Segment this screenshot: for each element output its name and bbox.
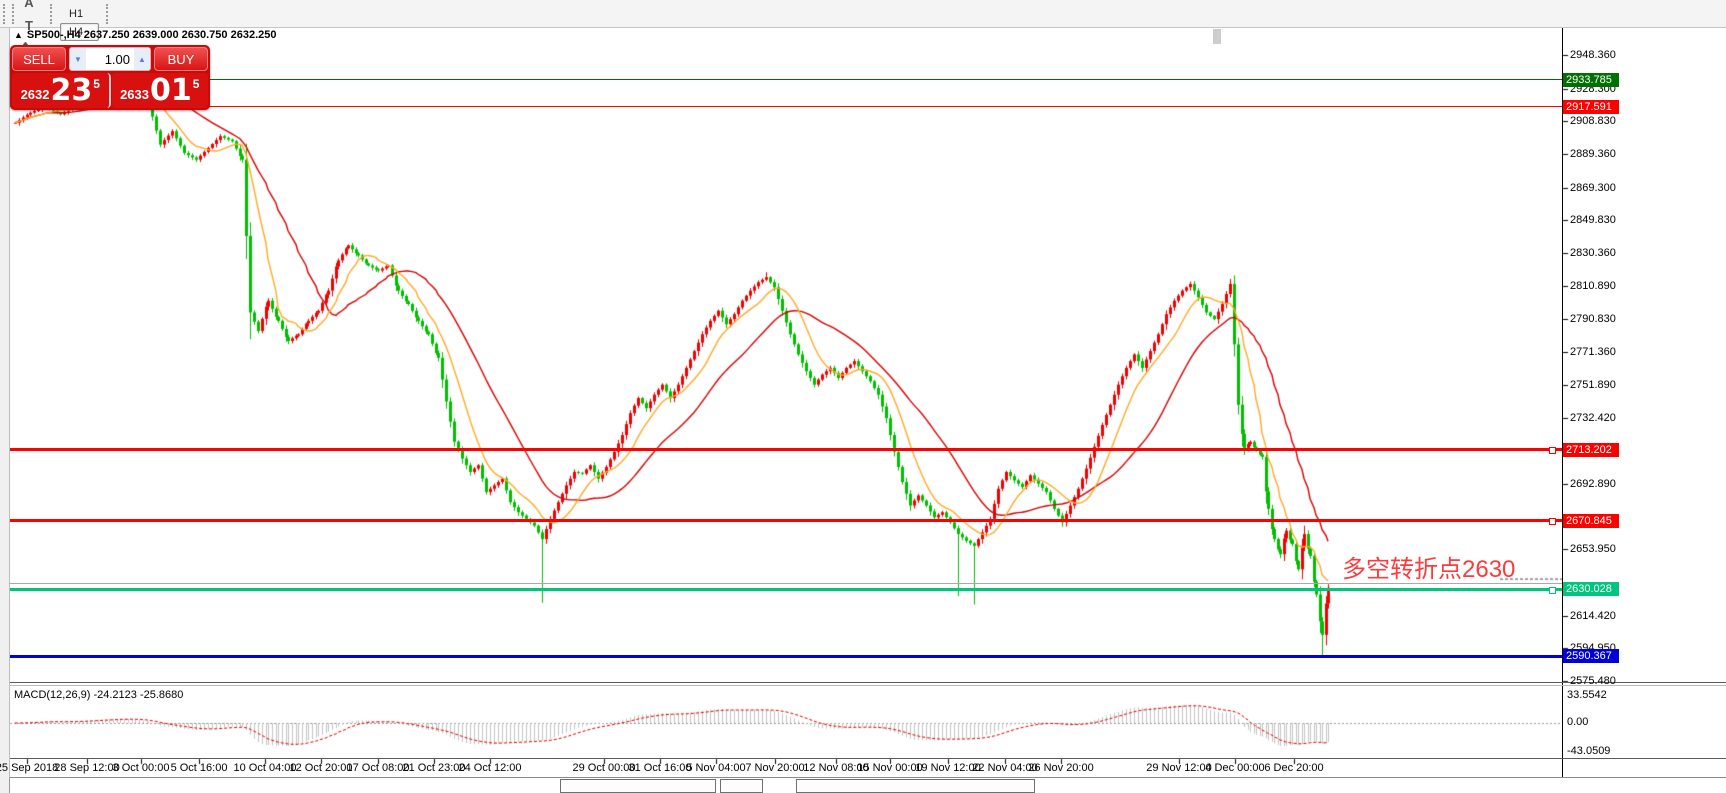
support-line-2670-price-badge: 2670.845 bbox=[1563, 513, 1619, 528]
resistance-line-2713[interactable] bbox=[10, 448, 1562, 452]
chart-info-line: ▲ SP500-,H4 2637.250 2639.000 2630.750 26… bbox=[14, 29, 276, 41]
support-line-2590-price-badge: 2590.367 bbox=[1563, 649, 1619, 663]
sell-price-prefix: 2632 bbox=[20, 87, 50, 102]
support-line-2670[interactable] bbox=[10, 519, 1562, 523]
time-axis-label: 28 Sep 12:00 bbox=[54, 762, 120, 774]
price-axis-label: 2908.830 bbox=[1570, 115, 1616, 128]
buy-button[interactable]: BUY bbox=[154, 47, 208, 71]
time-axis-label: 17 Oct 08:00 bbox=[346, 762, 410, 774]
buy-price-sup: 5 bbox=[192, 77, 200, 91]
time-axis-label: 3 Oct 00:00 bbox=[112, 762, 170, 774]
bottom-tab-1[interactable] bbox=[560, 779, 716, 793]
price-axis-label: 2771.360 bbox=[1570, 346, 1616, 359]
price-axis-label: 2653.950 bbox=[1570, 543, 1616, 556]
scrollbar-thumb[interactable] bbox=[1213, 29, 1221, 44]
price-axis-label: 2692.890 bbox=[1570, 477, 1616, 490]
macd-splitter-inner bbox=[10, 685, 1726, 686]
volume-decrease-button[interactable]: ▼ bbox=[70, 48, 86, 70]
timeframe-button-h1[interactable]: H1 bbox=[69, 7, 84, 20]
time-axis-label: 21 Oct 23:00 bbox=[402, 762, 466, 774]
collapse-arrow-icon[interactable]: ▲ bbox=[14, 30, 23, 40]
volume-stepper: ▼ ▲ bbox=[69, 47, 151, 71]
macd-axis-max: 33.5542 bbox=[1567, 689, 1607, 701]
price-axis-label: 2849.830 bbox=[1570, 214, 1616, 227]
time-axis-label: 15 Nov 00:00 bbox=[857, 762, 923, 774]
pivot-line-2630-price-badge: 2630.028 bbox=[1563, 582, 1619, 597]
chart-annotation-text: 多空转折点2630 bbox=[1342, 556, 1516, 583]
one-click-trade-panel: SELL ▼ ▲ BUY 2632 23 5 2633 01 5 bbox=[10, 45, 210, 110]
bottom-tab-2[interactable] bbox=[720, 779, 763, 793]
volume-increase-button[interactable]: ▲ bbox=[134, 48, 150, 70]
toolbar-grip[interactable] bbox=[3, 3, 14, 24]
price-axis-label: 2575.480 bbox=[1570, 675, 1616, 687]
pivot-line-2630-handle[interactable] bbox=[1549, 586, 1556, 594]
silver-price-line[interactable] bbox=[10, 583, 1562, 585]
window-bottom-border bbox=[10, 777, 1726, 778]
price-axis-label: 2614.420 bbox=[1570, 609, 1616, 622]
text-label-icon[interactable]: A bbox=[24, 0, 34, 10]
time-axis-label: 24 Oct 12:00 bbox=[458, 762, 522, 774]
time-axis-label: 7 Nov 20:00 bbox=[745, 762, 805, 774]
price-axis-label: 2790.830 bbox=[1570, 313, 1616, 326]
time-axis-label: 29 Oct 00:00 bbox=[572, 762, 636, 774]
time-axis-label: 12 Nov 08:00 bbox=[803, 762, 869, 774]
price-axis-label: 2732.420 bbox=[1570, 411, 1616, 424]
time-axis-label: 22 Nov 04:00 bbox=[972, 762, 1038, 774]
timeframe-button-h4[interactable]: H4 bbox=[60, 22, 100, 41]
time-axis-label: 31 Oct 16:00 bbox=[628, 762, 692, 774]
macd-indicator-label: MACD(12,26,9) -24.2123 -25.8680 bbox=[14, 689, 184, 701]
price-axis-label: 2751.890 bbox=[1570, 378, 1616, 391]
bottom-tab-3[interactable] bbox=[796, 779, 1035, 793]
support-line-2670-handle[interactable] bbox=[1549, 518, 1556, 526]
time-axis-label: 6 Dec 20:00 bbox=[1264, 762, 1324, 774]
timeframe-button-m30[interactable]: M30 bbox=[60, 0, 99, 5]
toolbar-separator-2 bbox=[106, 3, 109, 24]
time-axis-label: 5 Oct 16:00 bbox=[170, 762, 228, 774]
price-axis-border bbox=[1562, 28, 1563, 777]
support-line-2590[interactable] bbox=[10, 654, 1562, 658]
price-axis-label: 2810.890 bbox=[1570, 279, 1616, 292]
buy-price-display[interactable]: 2633 01 5 bbox=[111, 73, 208, 108]
price-axis-label: 2869.300 bbox=[1570, 181, 1616, 194]
toolbar-separator bbox=[50, 3, 53, 24]
resistance-line-2917[interactable] bbox=[10, 106, 1562, 108]
macd-axis-zero: 0.00 bbox=[1567, 716, 1589, 728]
resistance-line-2917-price-badge: 2917.591 bbox=[1563, 99, 1619, 114]
resistance-line-2713-handle[interactable] bbox=[1549, 447, 1556, 455]
price-axis-label: 2830.360 bbox=[1570, 247, 1616, 260]
resistance-line-2713-price-badge: 2713.202 bbox=[1563, 442, 1619, 457]
time-axis-label: 26 Nov 20:00 bbox=[1028, 762, 1094, 774]
time-axis-label: 29 Nov 12:00 bbox=[1146, 762, 1212, 774]
toolbar: ▦FAT✥▾ M1M5M15M30H1H4D1W1MN bbox=[0, 0, 1726, 92]
time-axis-label: 4 Dec 00:00 bbox=[1205, 762, 1265, 774]
time-axis-label: 12 Oct 20:00 bbox=[289, 762, 353, 774]
price-axis-label: 2948.360 bbox=[1570, 49, 1616, 61]
timescale-border bbox=[10, 758, 1726, 759]
sell-price-sup: 5 bbox=[93, 77, 100, 91]
text-box-icon[interactable]: T bbox=[25, 17, 33, 33]
time-axis-label: 25 Sep 2018 bbox=[0, 762, 59, 774]
chart-window-border bbox=[9, 28, 10, 778]
sell-button[interactable]: SELL bbox=[12, 47, 66, 71]
price-axis-label: 2889.360 bbox=[1570, 148, 1616, 161]
ohlc-info-text: SP500-,H4 2637.250 2639.000 2630.750 263… bbox=[26, 29, 277, 41]
resistance-line-2933[interactable] bbox=[10, 79, 1562, 80]
buy-price-big: 01 bbox=[149, 73, 192, 108]
time-axis-label: 19 Nov 12:00 bbox=[915, 762, 981, 774]
macd-splitter[interactable] bbox=[10, 682, 1726, 683]
pivot-line-2630[interactable] bbox=[10, 587, 1562, 591]
time-axis-label: 5 Nov 04:00 bbox=[686, 762, 746, 774]
sell-price-big: 23 bbox=[50, 73, 93, 108]
macd-axis-min: -43.0509 bbox=[1567, 745, 1611, 757]
volume-input[interactable] bbox=[86, 48, 134, 70]
time-axis-label: 10 Oct 04:00 bbox=[233, 762, 297, 774]
buy-price-prefix: 2633 bbox=[120, 87, 149, 102]
sell-price-display[interactable]: 2632 23 5 bbox=[12, 73, 111, 108]
resistance-line-2933-price-badge: 2933.785 bbox=[1563, 72, 1619, 87]
